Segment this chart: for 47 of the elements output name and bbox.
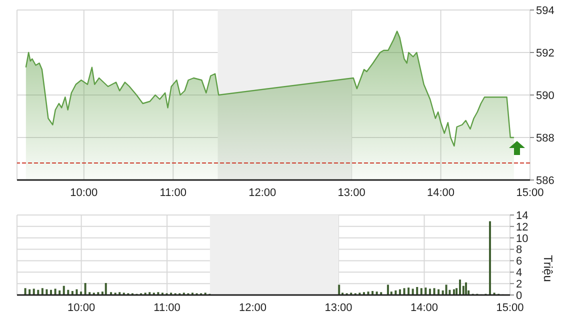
bar [403,288,406,295]
y-tick-label: 0 [516,290,522,302]
x-tick-label: 14:00 [427,186,455,199]
y-tick-label: 6 [516,256,522,268]
bar [104,283,107,295]
bar [24,288,26,295]
bar [424,288,427,295]
y-tick-label: 586 [536,174,554,187]
x-tick-label: 10:00 [70,186,98,199]
x-tick-label: 12:00 [248,186,276,199]
bar [41,288,44,295]
bar [445,284,448,295]
x-tick-label: 13:00 [338,186,366,199]
bar [412,288,414,295]
bar [62,286,65,295]
bar [54,288,56,295]
bar [32,288,35,295]
bar [84,283,86,295]
x-tick-label: 14:00 [410,302,438,314]
y-tick-label: 2 [516,278,522,290]
bar [458,280,461,295]
x-tick-label: 15:00 [516,186,544,199]
y-tick-label: 590 [536,90,554,102]
bar [386,284,389,295]
bar [338,284,340,295]
bar [488,221,491,295]
bar [433,288,436,295]
y-tick-label: 12 [516,221,528,234]
x-tick-label: 13:00 [324,302,352,314]
y-tick-label: 10 [516,232,528,245]
x-tick-label: 15:00 [496,302,524,314]
y-tick-label: 588 [536,132,554,144]
bar [428,288,431,295]
y-tick-label: 594 [536,4,554,17]
y-axis-title: Triệu [540,255,555,282]
x-tick-label: 12:00 [239,302,267,314]
bar [416,287,418,295]
y-tick-label: 8 [516,244,522,256]
bar [408,288,410,295]
x-tick-label: 11:00 [160,186,186,199]
y-tick-label: 592 [536,47,554,60]
y-tick-label: 4 [516,267,522,280]
x-tick-label: 11:00 [154,302,180,314]
bar [464,282,467,295]
x-tick-label: 10:00 [68,302,96,314]
y-tick-label: 14 [516,210,528,222]
bar [420,288,422,295]
